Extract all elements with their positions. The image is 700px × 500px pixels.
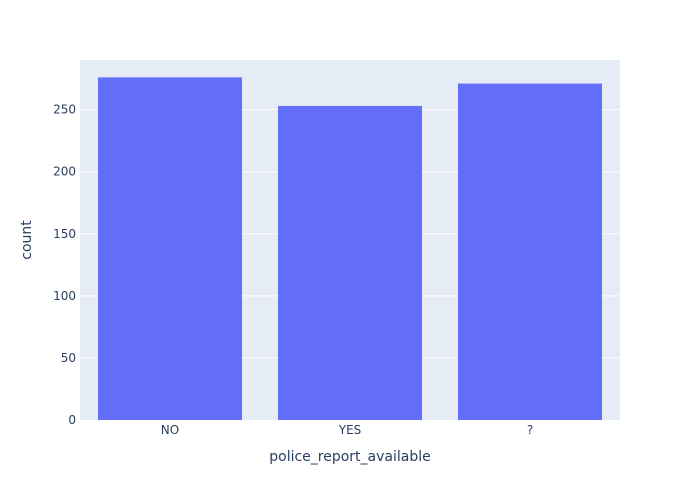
bars [98, 77, 602, 421]
x-axis-title: police_report_available [269, 449, 431, 465]
x-tick-label: ? [527, 423, 533, 437]
y-tick-label: 200 [53, 165, 76, 179]
bar[interactable] [278, 105, 422, 421]
y-axis-title: count [19, 220, 35, 260]
bar[interactable] [458, 83, 602, 420]
y-tick-label: 150 [53, 227, 76, 241]
y-tick-label: 100 [53, 289, 76, 303]
y-tick-label: 0 [68, 413, 76, 427]
y-tick-label: 250 [53, 103, 76, 117]
y-tick-label: 50 [61, 351, 76, 365]
y-axis-ticks: 0 50 100 150 200 250 [53, 103, 76, 427]
x-tick-label: NO [161, 423, 179, 437]
bar[interactable] [98, 77, 242, 421]
x-tick-label: YES [338, 423, 362, 437]
x-axis-ticks: NO YES? [161, 423, 533, 437]
